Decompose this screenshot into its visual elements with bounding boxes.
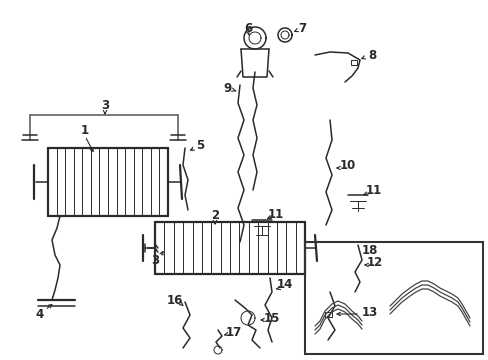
Text: 7: 7: [297, 22, 305, 35]
Text: 11: 11: [365, 184, 381, 197]
Text: 13: 13: [361, 306, 377, 319]
Text: 12: 12: [366, 256, 382, 269]
Text: 6: 6: [244, 22, 252, 35]
Text: 3: 3: [151, 253, 159, 266]
Text: 1: 1: [81, 123, 89, 136]
Text: 16: 16: [166, 293, 183, 306]
Bar: [325, 312, 331, 317]
Text: 9: 9: [223, 81, 231, 95]
Text: 15: 15: [263, 311, 280, 324]
Text: 11: 11: [267, 207, 284, 220]
Text: 17: 17: [225, 325, 242, 338]
Text: 14: 14: [276, 279, 293, 292]
Bar: [305, 242, 482, 354]
Bar: [350, 60, 356, 65]
Text: 2: 2: [210, 208, 219, 221]
Text: 18: 18: [361, 243, 377, 257]
Text: 8: 8: [367, 49, 375, 62]
Text: 10: 10: [339, 158, 355, 171]
Text: 4: 4: [36, 309, 44, 321]
Text: 5: 5: [196, 139, 203, 152]
Text: 3: 3: [101, 99, 109, 112]
